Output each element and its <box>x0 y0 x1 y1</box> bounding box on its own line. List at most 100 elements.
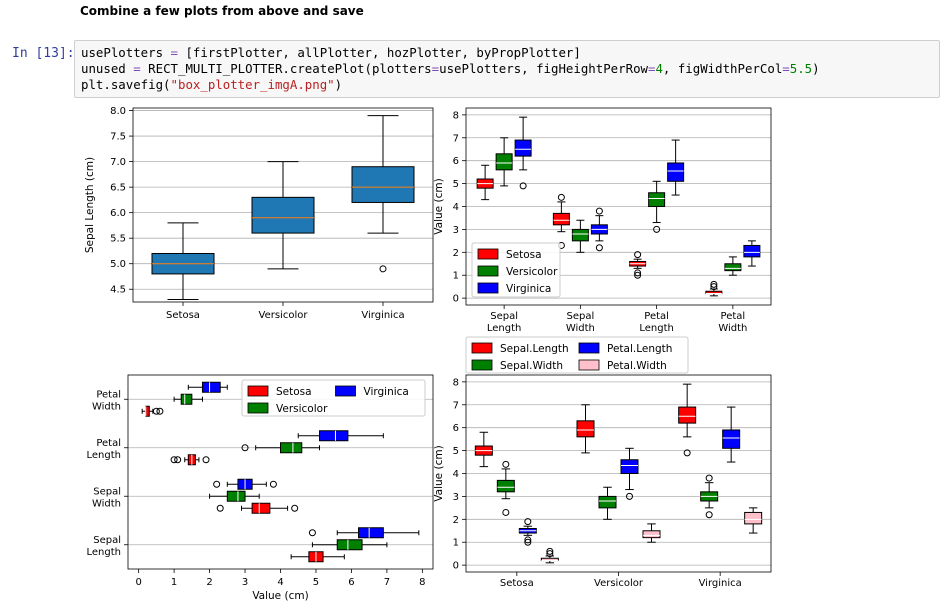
box <box>598 495 617 509</box>
box <box>552 212 570 226</box>
legend-swatch <box>247 385 269 397</box>
code-token: = <box>431 61 440 76</box>
legend-swatch <box>578 342 600 354</box>
outlier-point <box>557 193 565 201</box>
code-cell[interactable]: usePlotters = [firstPlotter, allPlotter,… <box>74 40 940 98</box>
tick-label: 7.5 <box>110 132 126 143</box>
outlier-point <box>174 456 182 464</box>
outlier-point <box>705 474 713 482</box>
outlier-point <box>546 550 554 558</box>
tick-label-line: Petal <box>721 311 746 322</box>
tick-label-line: Sepal <box>93 535 121 546</box>
code-token: RECT_MULTI_PLOTTER.createPlot(plotters <box>148 61 432 76</box>
tick-label-line: Petal <box>644 311 669 322</box>
outlier-point <box>710 280 718 288</box>
outlier-point <box>595 207 603 215</box>
outlier-point <box>202 456 210 464</box>
box <box>358 527 384 539</box>
box <box>571 228 589 242</box>
outlier-point <box>634 251 642 259</box>
tick-label-line: Sepal <box>93 486 121 497</box>
tick-label-line: Width <box>92 498 121 509</box>
tick-label: 5.5 <box>110 234 126 245</box>
outlier-point <box>152 407 160 415</box>
legend-label: Sepal.Length <box>500 343 569 355</box>
tick-label-line: Length <box>639 323 674 334</box>
tick-label: 1 <box>453 538 459 549</box>
legend-swatch <box>471 359 493 371</box>
tick-label: 3 <box>242 577 248 588</box>
tick-label-line: Length <box>87 450 122 461</box>
outlier-point <box>634 271 642 279</box>
tick-label: Petal Width <box>718 311 747 334</box>
markdown-heading: Combine a few plots from above and save <box>80 4 364 18</box>
tick-label: 4.5 <box>110 285 126 296</box>
code-token: "box_plotter_imgA.png" <box>170 77 335 92</box>
code-token: = <box>782 61 790 76</box>
outlier-point <box>502 460 510 468</box>
outlier-point <box>170 456 178 464</box>
outlier-point <box>213 480 221 488</box>
tick-label: Sepal Width <box>92 486 121 509</box>
chart-sepal-length-by-species: 4.5 5.0 5.5 6.0 6.5 7.0 7.5 8.0 Setosa Versicolor… <box>84 106 434 321</box>
legend-swatch <box>335 385 356 397</box>
tick-label-line: Length <box>487 323 522 334</box>
tick-label: 4 <box>453 202 459 213</box>
box <box>251 196 315 234</box>
tick-label: 8 <box>419 577 425 588</box>
box <box>620 459 639 475</box>
code-line-3: plt.savefig("box_plotter_imgA.png") <box>81 77 342 92</box>
chart-species-grouped: 0 1 2 3 4 5 6 7 8 Setosa Versicolor Virginica Value … <box>433 336 772 589</box>
outlier-point <box>524 518 532 526</box>
legend-swatch <box>578 359 600 371</box>
tick-label: 5.0 <box>110 259 126 270</box>
tick-label: Virginica <box>361 310 404 321</box>
tick-label-line: Sepal <box>566 311 594 322</box>
legend-swatch <box>477 248 499 260</box>
code-token: usePlotters, figHeightPerRow <box>439 61 648 76</box>
tick-label: 5 <box>453 446 459 457</box>
tick-label: Petal Width <box>92 389 121 412</box>
tick-label: Sepal Length <box>87 535 122 558</box>
code-token: 5.5 <box>789 61 813 76</box>
code-token: ) <box>812 61 820 76</box>
tick-label: 0 <box>453 561 459 572</box>
box <box>722 429 741 449</box>
tick-label: 2 <box>453 248 459 259</box>
outlier-point <box>379 265 387 273</box>
box <box>319 430 349 442</box>
axes-frame <box>132 107 434 303</box>
outlier-point <box>705 511 713 519</box>
tick-label-line: Width <box>718 323 747 334</box>
outlier-point <box>269 480 277 488</box>
outlier-point <box>502 508 510 516</box>
code-token: = <box>125 61 149 76</box>
code-token: [firstPlotter, allPlotter, hozPlotter, b… <box>185 45 581 60</box>
outlier-point <box>626 492 633 500</box>
legend-swatch <box>477 265 499 277</box>
legend-label: Petal.Length <box>607 343 672 355</box>
box <box>744 511 763 525</box>
legend-swatch <box>477 282 499 294</box>
tick-label: 7.0 <box>110 157 126 168</box>
outlier-point <box>634 269 642 277</box>
tick-label: 4 <box>277 577 283 588</box>
axes-frame <box>127 374 434 570</box>
box <box>514 139 532 157</box>
axes-frame <box>465 107 772 306</box>
legend-swatch <box>247 402 269 414</box>
tick-label: Petal Length <box>87 438 122 461</box>
box <box>495 153 513 171</box>
outlier-point <box>546 547 554 555</box>
box <box>743 244 761 258</box>
x-axis-label: Value (cm) <box>252 590 308 602</box>
tick-label-line: Width <box>566 323 595 334</box>
code-token: usePlotters <box>81 45 164 60</box>
tick-label: Sepal Length <box>487 311 522 334</box>
outlier-point <box>291 504 299 512</box>
outlier-point <box>595 244 603 252</box>
outlier-point <box>241 444 249 452</box>
tick-label: 6 <box>453 156 459 167</box>
